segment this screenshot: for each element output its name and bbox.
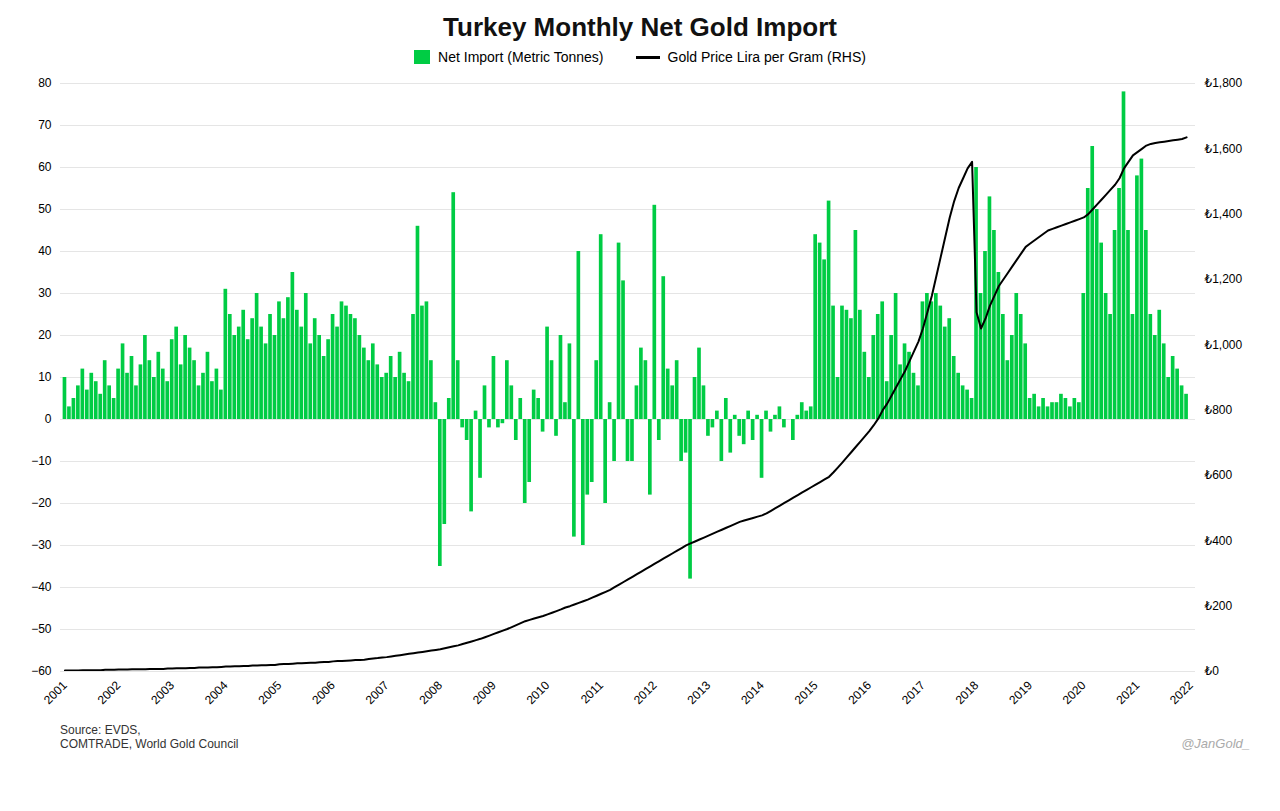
svg-text:2002: 2002 [95, 678, 124, 707]
svg-text:2019: 2019 [1006, 678, 1035, 707]
svg-text:2014: 2014 [738, 678, 767, 707]
svg-text:10: 10 [38, 370, 52, 384]
svg-text:−40: −40 [31, 580, 52, 594]
svg-text:₺200: ₺200 [1205, 599, 1233, 613]
svg-text:2018: 2018 [953, 678, 982, 707]
svg-text:2013: 2013 [684, 678, 713, 707]
svg-text:20: 20 [38, 328, 52, 342]
svg-text:2017: 2017 [899, 678, 928, 707]
svg-text:2020: 2020 [1060, 678, 1089, 707]
svg-text:2001: 2001 [41, 678, 70, 707]
svg-text:2009: 2009 [470, 678, 499, 707]
svg-text:70: 70 [38, 118, 52, 132]
svg-text:2005: 2005 [256, 678, 285, 707]
html-text:@JanGold_: @JanGold_ [1181, 736, 1250, 751]
svg-text:2012: 2012 [631, 678, 660, 707]
svg-text:₺1,600: ₺1,600 [1205, 142, 1243, 156]
svg-text:₺800: ₺800 [1205, 403, 1233, 417]
svg-text:80: 80 [38, 76, 52, 90]
svg-text:2021: 2021 [1113, 678, 1142, 707]
svg-text:−20: −20 [31, 496, 52, 510]
svg-text:2008: 2008 [416, 678, 445, 707]
html-text:Turkey Monthly Net Gold Import: Turkey Monthly Net Gold Import [443, 12, 837, 42]
svg-text:2004: 2004 [202, 678, 231, 707]
svg-text:−30: −30 [31, 538, 52, 552]
svg-text:2003: 2003 [148, 678, 177, 707]
svg-text:₺1,200: ₺1,200 [1205, 272, 1243, 286]
html-text:Net Import (Metric Tonnes): Net Import (Metric Tonnes) [438, 49, 604, 65]
svg-text:₺600: ₺600 [1205, 468, 1233, 482]
svg-text:0: 0 [45, 412, 52, 426]
svg-text:2011: 2011 [578, 678, 606, 706]
svg-text:₺1,000: ₺1,000 [1205, 338, 1243, 352]
svg-text:30: 30 [38, 286, 52, 300]
svg-text:2016: 2016 [845, 678, 874, 707]
svg-text:₺1,400: ₺1,400 [1205, 207, 1243, 221]
html-text:Gold Price Lira per Gram (RHS): Gold Price Lira per Gram (RHS) [667, 49, 866, 65]
svg-text:2022: 2022 [1167, 678, 1196, 707]
svg-text:₺1,800: ₺1,800 [1205, 76, 1243, 90]
svg-text:2010: 2010 [524, 678, 553, 707]
svg-text:40: 40 [38, 244, 52, 258]
svg-text:60: 60 [38, 160, 52, 174]
svg-text:2006: 2006 [309, 678, 338, 707]
svg-text:₺0: ₺0 [1205, 664, 1220, 678]
svg-text:−10: −10 [31, 454, 52, 468]
html-text:Source: EVDS, COMTRADE, World: Source: EVDS, COMTRADE, World Gold Counc… [60, 723, 239, 751]
svg-text:50: 50 [38, 202, 52, 216]
svg-text:2007: 2007 [363, 678, 392, 707]
svg-text:−50: −50 [31, 622, 52, 636]
svg-text:₺400: ₺400 [1205, 534, 1233, 548]
svg-text:2015: 2015 [792, 678, 821, 707]
svg-text:−60: −60 [31, 664, 52, 678]
